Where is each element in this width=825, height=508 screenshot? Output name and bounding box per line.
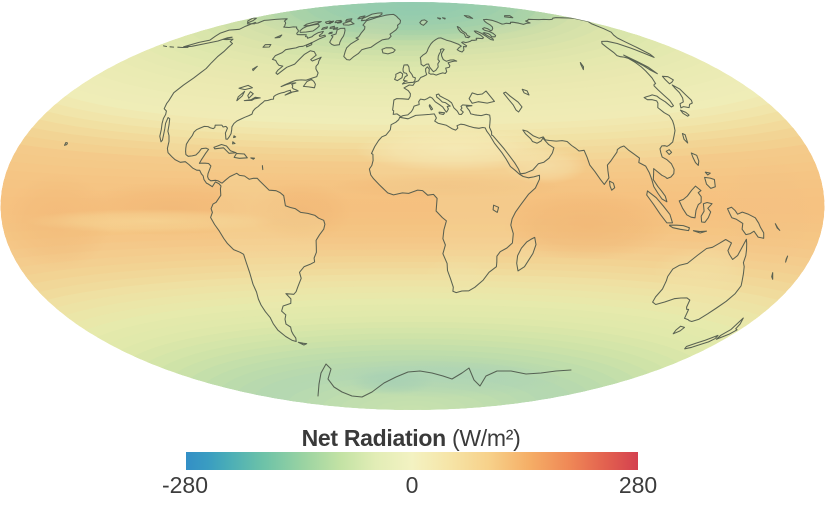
svg-text:Net Radiation (W/m²): Net Radiation (W/m²) <box>302 425 521 451</box>
svg-text:-280: -280 <box>162 472 208 498</box>
svg-text:280: 280 <box>619 472 657 498</box>
svg-text:0: 0 <box>406 472 419 498</box>
